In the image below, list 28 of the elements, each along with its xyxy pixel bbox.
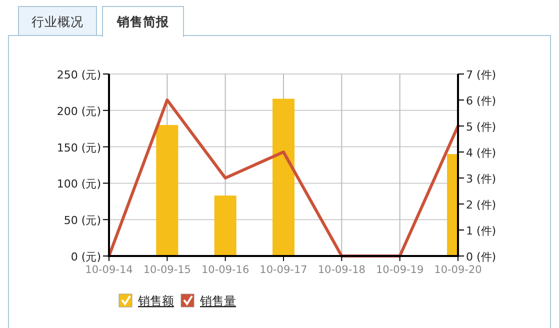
y2-tick-label: 7 (件) [466,68,496,82]
bar [156,124,178,256]
bar [272,98,294,256]
y-tick-label: 100 (元) [56,178,101,191]
y-tick-label: 0 (元) [70,250,101,264]
y2-tick-label: 6 (件) [466,94,496,108]
x-tick-label: 10-09-14 [85,264,134,276]
y2-tick-label: 0 (件) [466,250,496,264]
y-tick-label: 200 (元) [56,104,101,118]
x-tick-label: 10-09-15 [143,264,192,276]
x-tick-label: 10-09-19 [376,264,424,276]
y2-tick-label: 3 (件) [466,172,496,186]
x-tick-label: 10-09-20 [434,264,482,276]
y2-tick-label: 5 (件) [466,120,496,134]
y2-tick-label: 2 (件) [466,198,496,212]
x-tick-label: 10-09-17 [260,264,308,276]
legend-label: 销售量 [199,294,236,308]
y2-tick-label: 1 (件) [466,224,496,238]
text: 销售简报 [116,14,170,29]
x-tick-label: 10-09-18 [318,264,366,276]
bar [214,196,236,256]
legend-label: 销售额 [137,294,174,308]
x-tick-label: 10-09-16 [201,264,250,276]
text: 行业概况 [32,14,84,29]
y-tick-label: 50 (元) [64,214,101,228]
y2-tick-label: 4 (件) [466,146,496,160]
y-tick-label: 150 (元) [56,141,101,154]
y-tick-label: 250 (元) [56,68,101,82]
